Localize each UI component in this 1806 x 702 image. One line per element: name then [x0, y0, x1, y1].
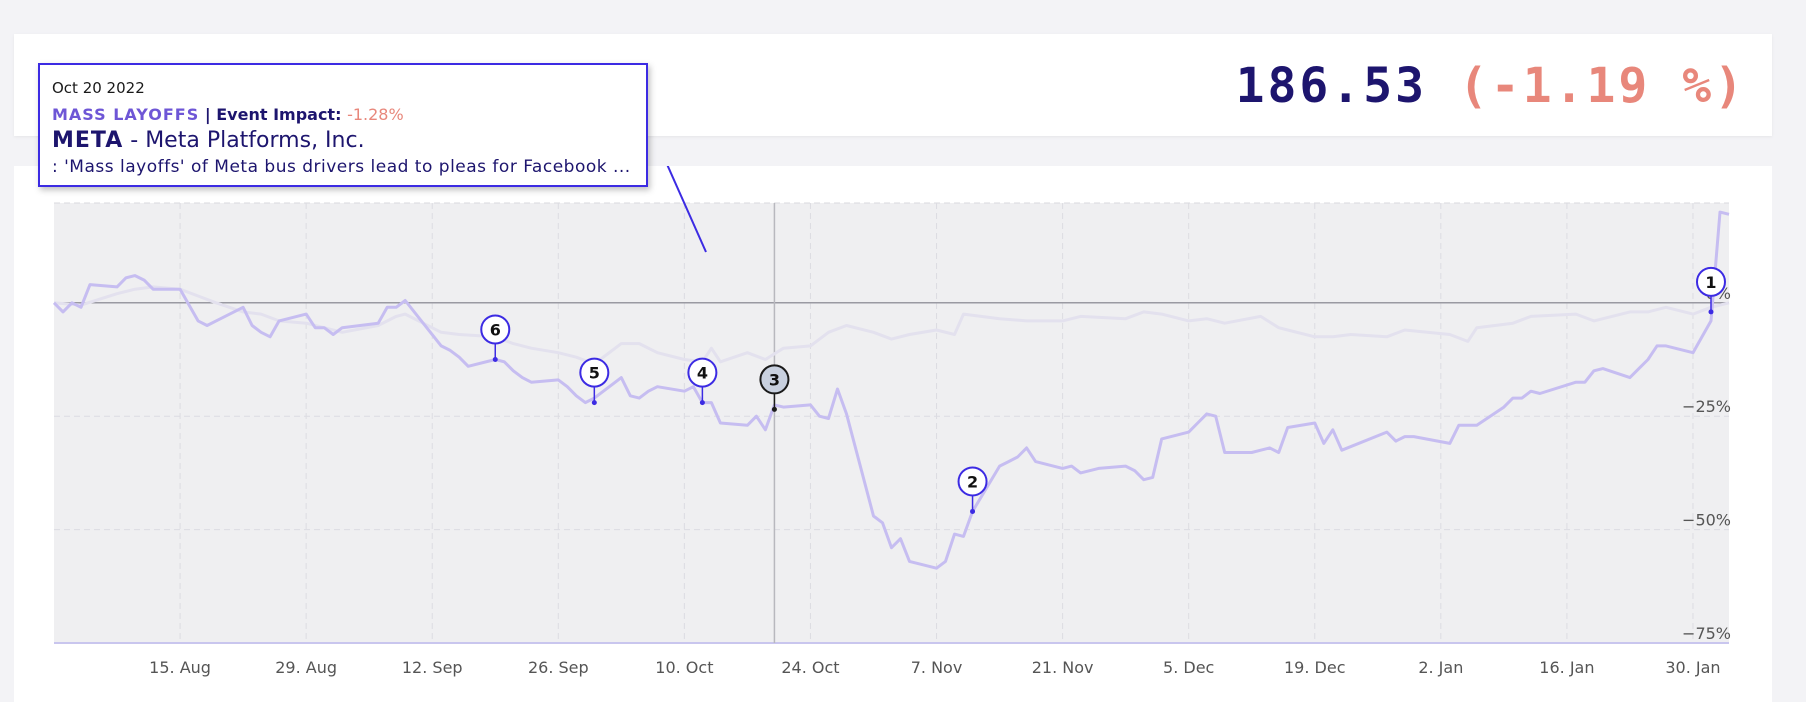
x-tick-label: 29. Aug	[275, 658, 337, 677]
x-tick-label: 2. Jan	[1418, 658, 1463, 677]
stock-event-chart[interactable]: 15. Aug 29. Aug 12. Sep 26. Sep 10. Oct 24. O…	[14, 166, 1772, 702]
current-price: 186.53	[1235, 58, 1427, 114]
event-tooltip: Oct 20 2022 MASS LAYOFFS | Event Impact:…	[38, 63, 648, 187]
event-marker-label: 6	[490, 320, 501, 339]
x-tick-label: 21. Nov	[1032, 658, 1094, 677]
chart-panel: 15. Aug 29. Aug 12. Sep 26. Sep 10. Oct 24. O…	[14, 166, 1772, 702]
tooltip-headline: : 'Mass layoffs' of Meta bus drivers lea…	[52, 157, 631, 177]
event-marker-2[interactable]	[957, 466, 988, 497]
event-marker-dot	[970, 508, 976, 514]
event-marker-label: 1	[1705, 273, 1716, 292]
event-impact-value: -1.28%	[347, 105, 404, 124]
event-separator: |	[204, 105, 211, 124]
tooltip-event-line: MASS LAYOFFS | Event Impact: -1.28%	[52, 105, 634, 124]
price-change: (-1.19 %)	[1458, 58, 1746, 114]
x-tick-label: 16. Jan	[1539, 658, 1594, 677]
plot-area	[54, 203, 1729, 643]
x-tick-label: 30. Jan	[1665, 658, 1720, 677]
x-tick-label: 24. Oct	[781, 658, 839, 677]
y-tick-label: −25%	[1682, 397, 1731, 416]
event-marker-label: 5	[589, 364, 600, 383]
company-dash: -	[130, 128, 139, 153]
x-tick-label: 10. Oct	[655, 658, 713, 677]
y-tick-label: −75%	[1682, 624, 1731, 643]
x-tick-label: 26. Sep	[528, 658, 589, 677]
event-marker-label: 2	[967, 472, 978, 491]
y-tick-label: −50%	[1682, 511, 1731, 530]
event-marker-label: 4	[697, 364, 708, 383]
x-tick-label: 5. Dec	[1163, 658, 1214, 677]
event-tag: MASS LAYOFFS	[52, 105, 200, 124]
x-tick-label: 12. Sep	[402, 658, 463, 677]
tooltip-company: META - Meta Platforms, Inc.	[52, 128, 634, 153]
event-marker-4[interactable]	[687, 357, 718, 388]
event-marker-label: 3	[769, 370, 780, 389]
event-marker-6[interactable]	[480, 314, 511, 345]
company-ticker: META	[52, 128, 124, 153]
tooltip-date: Oct 20 2022	[52, 79, 145, 97]
event-marker-dot	[771, 406, 777, 412]
benchmark-series-line	[53, 285, 1730, 366]
price-display: 186.53 (-1.19 %)	[1236, 58, 1746, 114]
x-tick-label: 15. Aug	[149, 658, 211, 677]
event-marker-1[interactable]	[1695, 266, 1726, 297]
event-marker-3[interactable]	[759, 364, 790, 395]
x-tick-label: 19. Dec	[1284, 658, 1346, 677]
x-tick-label: 7. Nov	[911, 658, 963, 677]
main-series-line	[52, 210, 1730, 570]
event-marker-dot	[699, 400, 705, 406]
event-marker-dot	[591, 400, 597, 406]
company-name: Meta Platforms, Inc.	[145, 128, 365, 153]
event-marker-dot	[1708, 309, 1714, 315]
event-impact-label: Event Impact:	[216, 105, 342, 124]
event-marker-dot	[492, 356, 498, 362]
event-marker-5[interactable]	[579, 357, 610, 388]
tooltip-connector-line	[666, 166, 707, 253]
